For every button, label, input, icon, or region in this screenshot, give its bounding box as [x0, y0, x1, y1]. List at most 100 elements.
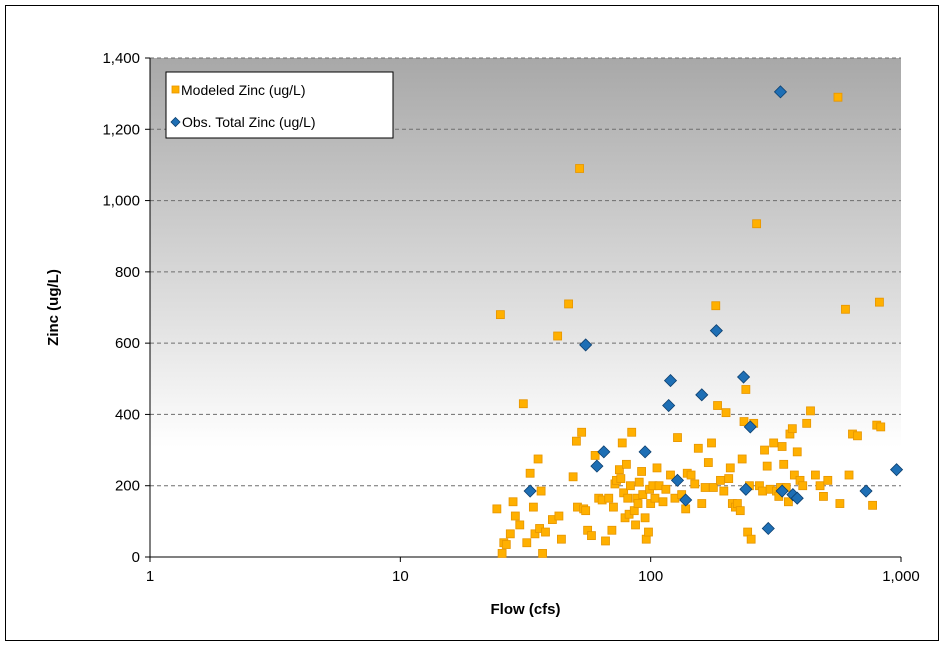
- point-modeled: [644, 527, 653, 537]
- point-modeled: [784, 497, 793, 507]
- point-modeled: [505, 529, 515, 539]
- point-modeled: [707, 438, 716, 448]
- y-tick-label: 800: [115, 264, 140, 281]
- point-modeled: [819, 492, 828, 501]
- legend-box: [165, 71, 394, 139]
- point-modeled: [587, 531, 596, 541]
- point-observed: [695, 388, 709, 402]
- point-modeled: [528, 502, 538, 512]
- point-modeled: [806, 406, 815, 416]
- point-modeled: [841, 304, 850, 314]
- point-observed: [743, 420, 757, 434]
- point-modeled: [713, 401, 722, 410]
- point-modeled: [769, 438, 779, 448]
- y-tick-label: 1,200: [102, 121, 140, 138]
- point-modeled: [823, 475, 833, 485]
- point-modeled: [554, 511, 564, 521]
- point-modeled: [686, 470, 696, 480]
- point-modeled: [719, 486, 729, 496]
- point-observed: [859, 484, 873, 498]
- point-modeled: [868, 500, 877, 510]
- y-tick-label: 200: [115, 478, 140, 495]
- point-observed: [790, 491, 804, 505]
- point-observed: [590, 459, 604, 473]
- point-modeled: [568, 472, 578, 482]
- point-modeled: [711, 301, 721, 311]
- y-tick-label: 0: [132, 549, 140, 566]
- point-modeled: [746, 534, 756, 544]
- point-modeled: [721, 408, 731, 418]
- point-modeled: [627, 427, 637, 437]
- point-observed: [662, 398, 676, 413]
- point-modeled: [725, 463, 735, 473]
- legend-label-observed: Obs. Total Zinc (ug/L): [182, 114, 316, 130]
- point-observed: [663, 374, 678, 388]
- point-modeled: [522, 538, 532, 548]
- point-modeled: [815, 481, 825, 491]
- legend: Modeled Zinc (ug/L) Obs. Total Zinc (ug/…: [165, 71, 394, 139]
- legend-label-modeled: Modeled Zinc (ug/L): [181, 82, 306, 98]
- point-modeled: [501, 540, 511, 549]
- point-modeled: [510, 511, 520, 521]
- point-modeled: [650, 493, 660, 503]
- point-modeled: [652, 463, 662, 473]
- point-modeled: [708, 483, 718, 492]
- point-modeled: [697, 499, 707, 508]
- point-observed: [739, 482, 753, 496]
- gridlines: [150, 57, 901, 487]
- point-modeled: [735, 506, 745, 516]
- point-observed: [709, 324, 723, 338]
- x-tick-label: 1,000: [882, 568, 920, 585]
- point-observed: [638, 445, 652, 459]
- point-modeled: [739, 417, 749, 426]
- point-observed: [775, 484, 789, 498]
- point-modeled: [525, 468, 535, 478]
- point-modeled: [737, 454, 747, 464]
- point-modeled: [700, 483, 710, 492]
- x-tick-label: 100: [638, 568, 663, 585]
- point-modeled: [623, 493, 633, 503]
- y-axis-title: Zinc (ug/L): [45, 269, 62, 346]
- point-modeled: [876, 422, 886, 432]
- point-modeled: [571, 436, 581, 446]
- point-modeled: [810, 470, 820, 480]
- point-modeled: [508, 497, 518, 507]
- point-modeled: [495, 310, 505, 320]
- y-tick-label: 1,000: [102, 193, 140, 210]
- point-modeled: [604, 493, 614, 503]
- point-modeled: [798, 481, 808, 491]
- point-modeled: [622, 459, 631, 469]
- x-tick-label: 1: [146, 568, 154, 585]
- point-modeled: [789, 470, 799, 480]
- point-modeled: [607, 525, 617, 535]
- point-modeled: [762, 461, 772, 471]
- tick-labels: 0 200 400 600 800 1,000 1,200 1,400 1 10 100 1,000: [102, 50, 919, 585]
- x-axis-title: Flow (cfs): [491, 601, 561, 618]
- point-modeled: [518, 399, 528, 409]
- point-modeled: [541, 527, 550, 537]
- point-modeled: [638, 490, 648, 500]
- point-modeled: [497, 549, 507, 558]
- point-modeled: [741, 385, 751, 394]
- legend-marker-observed: [170, 116, 181, 128]
- point-modeled: [835, 499, 845, 508]
- point-modeled: [533, 454, 543, 464]
- point-modeled: [575, 164, 584, 173]
- point-observed: [579, 338, 593, 352]
- point-observed: [736, 370, 751, 384]
- point-modeled: [792, 447, 802, 457]
- point-observed: [523, 484, 537, 498]
- x-tick-label: 10: [392, 568, 409, 585]
- y-tick-label: 400: [115, 406, 140, 423]
- point-modeled: [844, 470, 854, 480]
- point-modeled: [564, 299, 573, 309]
- point-modeled: [538, 549, 547, 558]
- point-modeled: [716, 475, 725, 485]
- point-modeled: [530, 529, 540, 539]
- point-modeled: [779, 459, 789, 469]
- point-modeled: [673, 433, 682, 442]
- point-modeled: [631, 520, 640, 530]
- point-modeled: [590, 451, 600, 460]
- point-modeled: [777, 442, 787, 451]
- point-modeled: [640, 513, 650, 523]
